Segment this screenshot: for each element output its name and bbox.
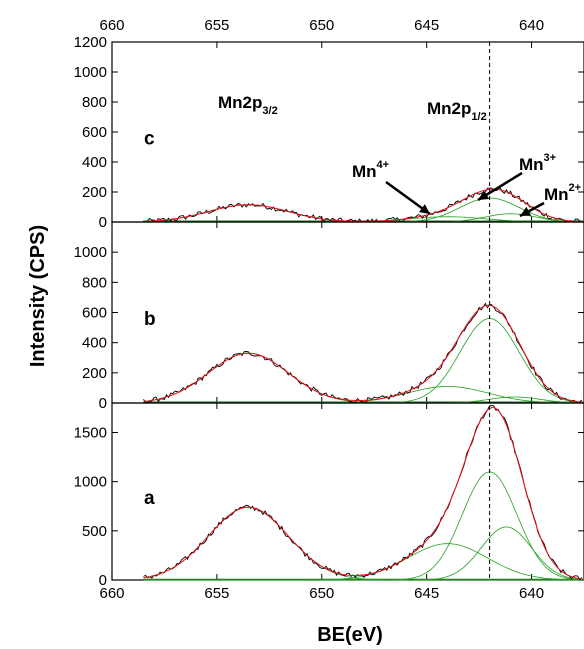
- fitted-envelope: [143, 407, 582, 580]
- y-tick-label: 0: [99, 395, 107, 412]
- x-tick-label: 645: [414, 585, 439, 602]
- x-tick-label-top: 650: [309, 17, 334, 34]
- annotation-mn2: Mn2+: [544, 182, 581, 204]
- x-tick-label: 655: [204, 585, 229, 602]
- panel-a: 0 500 1000 1500 a: [74, 402, 584, 589]
- y-tick-label: 1200: [74, 34, 107, 51]
- measured-spectrum: [143, 186, 583, 223]
- x-tick-label: 640: [519, 585, 544, 602]
- component-peak-mn3: [143, 318, 582, 404]
- x-tick-label-top: 655: [204, 17, 229, 34]
- y-tick-label: 1000: [74, 474, 107, 491]
- x-axis-title: BE(eV): [317, 624, 383, 646]
- panels-layer: 0 200 400 600 800 1000 1200 c Mn2p3/2 Mn2p1/2 Mn4+…: [74, 34, 584, 589]
- annotation-arrowhead: [478, 190, 490, 200]
- y-tick-label: 400: [82, 154, 107, 171]
- measured-spectrum: [143, 302, 583, 404]
- component-peak-mn3: [143, 471, 582, 581]
- annotation-mn2p12: Mn2p1/2: [427, 99, 487, 123]
- y-tick-label: 0: [99, 214, 107, 231]
- annotation-arrowhead: [520, 206, 532, 216]
- y-tick-label: 500: [82, 523, 107, 540]
- panel-label-b: b: [144, 309, 156, 330]
- panel-frame: [111, 402, 584, 581]
- annotation-arrowhead: [418, 204, 430, 214]
- panel-c: 0 200 400 600 800 1000 1200 c Mn2p3/2 Mn2p1/2 Mn4+…: [74, 34, 584, 231]
- x-tick-label-top: 645: [414, 17, 439, 34]
- panel-b: 0 200 400 600 800 1000 b: [74, 221, 584, 412]
- component-peak-mn3: [143, 197, 582, 223]
- panel-label-a: a: [144, 488, 155, 509]
- x-tick-label: 660: [99, 585, 124, 602]
- panel-frame: [111, 221, 584, 404]
- x-tick-label: 650: [309, 585, 334, 602]
- x-tick-label-top: 660: [99, 17, 124, 34]
- panel-label-c: c: [144, 129, 155, 150]
- fitted-envelope: [143, 188, 582, 223]
- annotation-mn3: Mn3+: [519, 152, 556, 174]
- component-peak-2p32: [143, 352, 582, 404]
- y-tick-label: 0: [99, 572, 107, 589]
- y-tick-label: 200: [82, 365, 107, 382]
- y-tick-label: 200: [82, 184, 107, 201]
- y-tick-label: 600: [82, 305, 107, 322]
- annotation-mn4: Mn4+: [352, 159, 389, 181]
- y-tick-label: 1000: [74, 64, 107, 81]
- fitted-envelope: [143, 304, 582, 403]
- y-tick-label: 1000: [74, 244, 107, 261]
- component-peak-mn2: [143, 526, 582, 581]
- component-peak-2p32: [143, 506, 582, 581]
- y-tick-label: 800: [82, 94, 107, 111]
- measured-spectrum: [143, 405, 583, 581]
- y-tick-label: 800: [82, 274, 107, 291]
- x-axis: 660 660 655 655 650 650 645 645 640 640: [99, 17, 544, 602]
- y-tick-label: 400: [82, 335, 107, 352]
- x-tick-label-top: 640: [519, 17, 544, 34]
- y-tick-label: 1500: [74, 425, 107, 442]
- y-axis-title: Intensity (CPS): [27, 225, 49, 367]
- y-tick-label: 600: [82, 124, 107, 141]
- annotation-mn2p32: Mn2p3/2: [218, 93, 278, 117]
